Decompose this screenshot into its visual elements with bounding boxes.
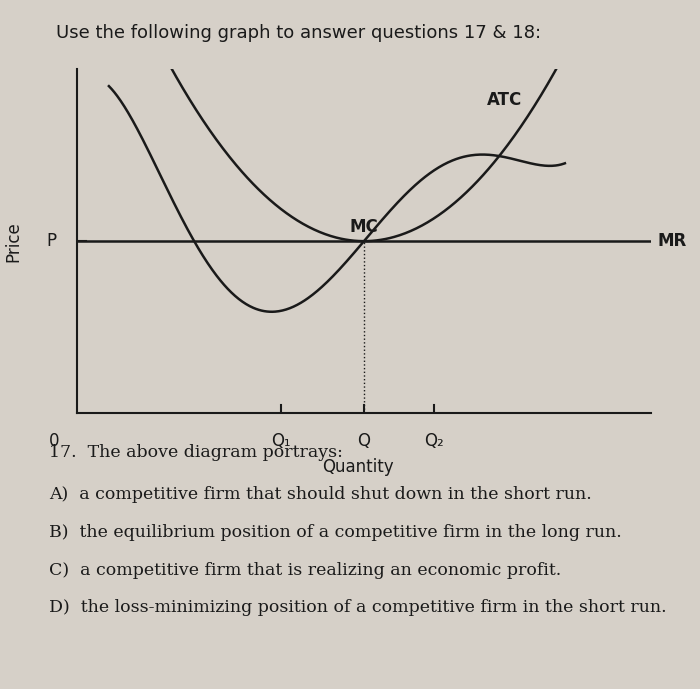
Text: Price: Price bbox=[5, 220, 23, 262]
Text: MR: MR bbox=[657, 232, 687, 250]
Text: Q₂: Q₂ bbox=[424, 433, 444, 451]
Text: P: P bbox=[47, 232, 57, 250]
Text: Q₁: Q₁ bbox=[272, 433, 291, 451]
Text: Quantity: Quantity bbox=[322, 458, 393, 476]
Text: D)  the loss-minimizing position of a competitive firm in the short run.: D) the loss-minimizing position of a com… bbox=[49, 599, 666, 617]
Text: C)  a competitive firm that is realizing an economic profit.: C) a competitive firm that is realizing … bbox=[49, 562, 561, 579]
Text: A)  a competitive firm that should shut down in the short run.: A) a competitive firm that should shut d… bbox=[49, 486, 591, 503]
Text: Q: Q bbox=[358, 433, 370, 451]
Text: MC: MC bbox=[349, 218, 379, 236]
Text: Use the following graph to answer questions 17 & 18:: Use the following graph to answer questi… bbox=[56, 24, 541, 42]
Text: B)  the equilibrium position of a competitive firm in the long run.: B) the equilibrium position of a competi… bbox=[49, 524, 622, 541]
Text: 17.  The above diagram portrays:: 17. The above diagram portrays: bbox=[49, 444, 343, 462]
Text: 0: 0 bbox=[49, 433, 60, 451]
Text: ATC: ATC bbox=[486, 91, 522, 109]
